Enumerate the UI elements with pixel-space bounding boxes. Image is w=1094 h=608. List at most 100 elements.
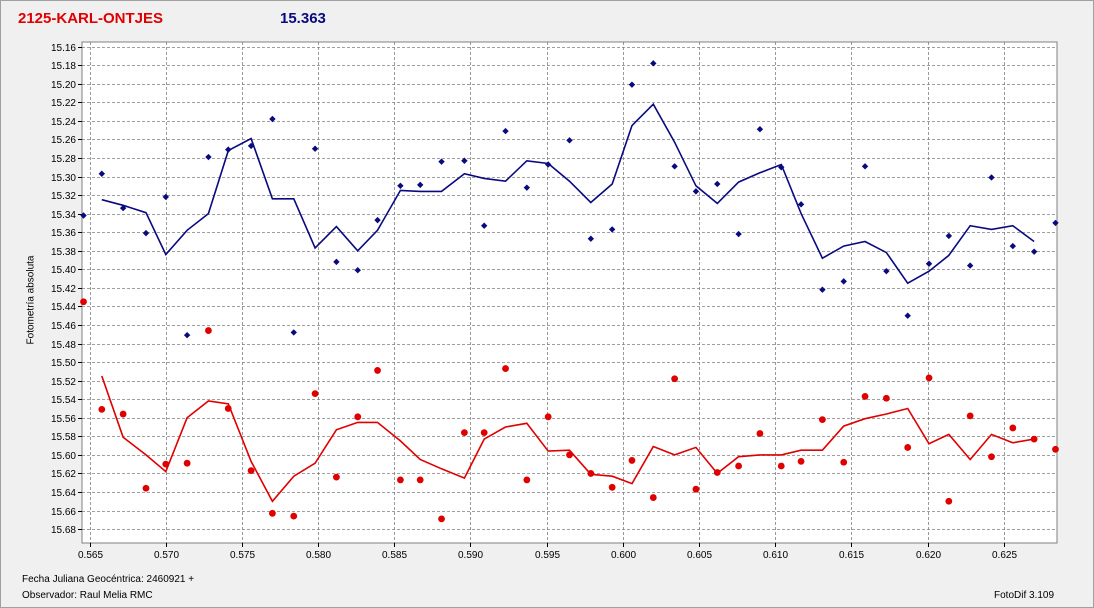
series-2-point xyxy=(797,457,805,465)
y-tick-label: 15.52 xyxy=(51,377,76,388)
series-1-point xyxy=(797,201,805,208)
series-1-point xyxy=(480,222,488,229)
series-1-point xyxy=(523,184,531,191)
series-1-point xyxy=(269,115,276,123)
series-2-point xyxy=(333,473,340,481)
series-2-point xyxy=(247,467,255,475)
series-2-point xyxy=(142,484,150,492)
series-2-point xyxy=(523,476,531,484)
series-1-point xyxy=(290,329,297,336)
x-tick-label: 0.625 xyxy=(992,550,1017,561)
series-1-point xyxy=(183,331,191,339)
series-2-point xyxy=(756,430,764,437)
y-tick-label: 15.40 xyxy=(51,265,76,276)
series-2-point xyxy=(777,462,785,470)
series-1-point xyxy=(819,286,826,293)
y-tick-label: 15.32 xyxy=(51,191,76,202)
software-version-label: FotoDif 3.109 xyxy=(994,590,1055,601)
series-2-point xyxy=(587,470,595,477)
series-1-point xyxy=(840,278,847,285)
series-1-point xyxy=(333,258,340,266)
series-1-point xyxy=(650,60,657,67)
y-tick-label: 15.22 xyxy=(51,98,76,109)
x-tick-label: 0.565 xyxy=(78,550,103,561)
series-1-point xyxy=(925,260,933,267)
series-2-point xyxy=(945,497,953,505)
series-1-point xyxy=(756,126,764,133)
series-2-point xyxy=(882,394,890,402)
series-1-point xyxy=(225,146,232,153)
y-tick-label: 15.34 xyxy=(51,210,76,221)
y-tick-label: 15.42 xyxy=(51,284,76,295)
y-tick-label: 15.24 xyxy=(51,117,76,128)
series-2-point xyxy=(671,375,679,383)
y-axis-label: Fotometría absoluta xyxy=(25,255,37,345)
series-1-point xyxy=(311,145,319,152)
y-tick-label: 15.20 xyxy=(51,80,76,91)
series-2-point xyxy=(290,512,298,520)
y-tick-label: 15.64 xyxy=(51,488,76,499)
series-1-point xyxy=(205,153,212,161)
series-2-line xyxy=(101,375,1035,503)
y-tick-label: 15.30 xyxy=(51,173,76,184)
series-2-point xyxy=(925,374,933,382)
series-1-point xyxy=(671,163,678,170)
series-2-point xyxy=(269,509,276,517)
series-1-point xyxy=(544,161,552,168)
x-tick-label: 0.600 xyxy=(611,550,636,561)
plot-area xyxy=(81,41,1058,544)
series-2-point xyxy=(713,469,721,476)
y-tick-label: 15.56 xyxy=(51,414,76,425)
series-1-point xyxy=(119,204,127,212)
x-tick-label: 0.595 xyxy=(535,550,560,561)
series-2-point xyxy=(98,406,106,413)
series-1-point xyxy=(883,267,890,275)
y-tick-label: 15.16 xyxy=(51,43,76,54)
series-2-point xyxy=(566,451,573,459)
series-1-point xyxy=(98,170,106,177)
y-tick-label: 15.18 xyxy=(51,61,76,72)
y-tick-label: 15.66 xyxy=(51,507,76,518)
series-1-point xyxy=(438,158,445,165)
series-2-point xyxy=(183,459,191,467)
series-1-point xyxy=(354,267,361,274)
y-tick-label: 15.58 xyxy=(51,432,76,443)
x-tick-label: 0.570 xyxy=(154,550,179,561)
series-2-point xyxy=(966,412,974,420)
y-tick-label: 15.44 xyxy=(51,302,76,313)
x-tick-label: 0.615 xyxy=(839,550,864,561)
series-2-point xyxy=(692,485,700,493)
x-tick-label: 0.605 xyxy=(687,550,712,561)
series-2-point xyxy=(1052,445,1059,453)
series-1-point xyxy=(417,181,424,189)
series-1-point xyxy=(1009,242,1017,250)
series-1-point xyxy=(1030,248,1038,255)
series-2-point xyxy=(80,298,87,306)
series-1-point xyxy=(608,226,616,233)
series-2-point xyxy=(904,444,912,451)
series-2-point xyxy=(735,462,743,470)
y-tick-label: 15.26 xyxy=(51,135,76,146)
series-2-point xyxy=(818,416,826,424)
series-1-point xyxy=(904,312,911,319)
y-tick-label: 15.38 xyxy=(51,247,76,258)
y-tick-label: 15.62 xyxy=(51,469,76,480)
x-tick-label: 0.575 xyxy=(230,550,255,561)
series-1-point xyxy=(162,193,169,201)
series-1-point xyxy=(566,137,573,144)
series-1-point xyxy=(735,230,742,238)
x-tick-label: 0.580 xyxy=(306,550,331,561)
series-2-point xyxy=(861,393,869,400)
series-1-line xyxy=(101,102,1035,285)
series-2-point xyxy=(608,483,616,491)
series-2-point xyxy=(840,458,848,466)
series-1-point xyxy=(502,127,509,135)
y-tick-label: 15.36 xyxy=(51,228,76,239)
series-2-point xyxy=(1009,424,1017,432)
series-2-point xyxy=(988,453,995,461)
y-tick-label: 15.48 xyxy=(51,340,76,351)
series-1-point xyxy=(142,229,150,237)
series-2-point xyxy=(205,327,212,334)
series-2-point xyxy=(311,390,319,398)
